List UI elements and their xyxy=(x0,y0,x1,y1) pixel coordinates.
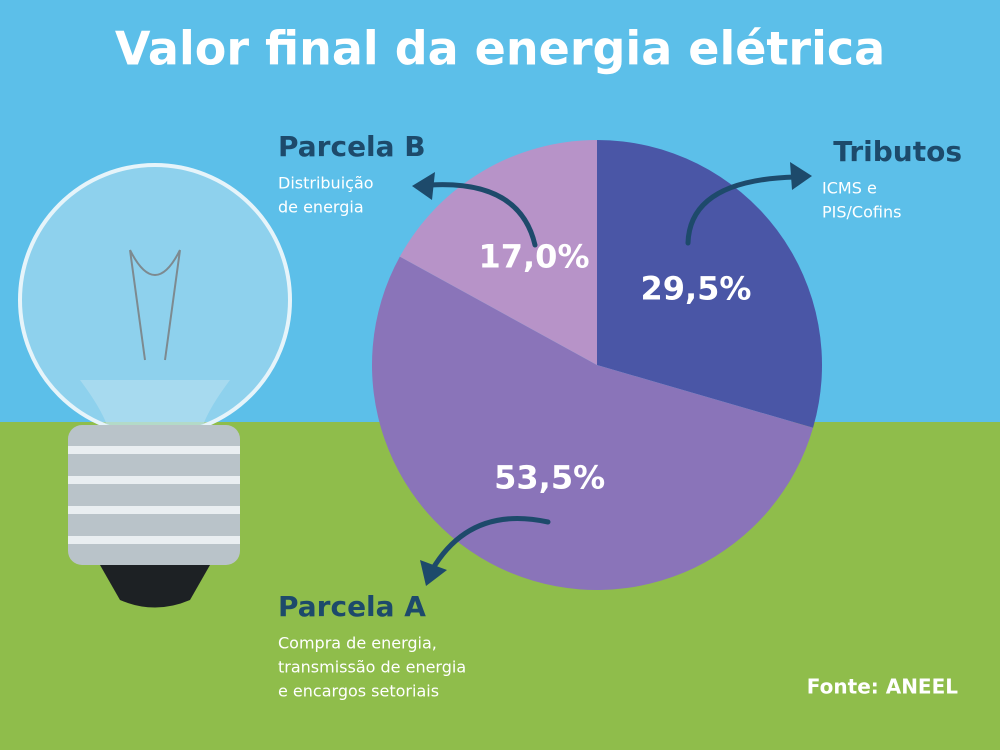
light-bulb xyxy=(18,163,292,608)
category-description: Distribuição xyxy=(278,174,374,193)
arrow-heads xyxy=(412,162,812,586)
category-description: ICMS e xyxy=(822,179,877,198)
category-label: Parcela A xyxy=(278,590,426,623)
pie-slice xyxy=(372,256,814,590)
value-label: 53,5% xyxy=(494,458,605,496)
category-description: Compra de energia, xyxy=(278,634,437,653)
pie-slice xyxy=(597,140,822,428)
value-label: 17,0% xyxy=(478,237,589,275)
arrows xyxy=(427,174,798,573)
category-description: de energia xyxy=(278,198,364,217)
category-description: PIS/Cofins xyxy=(822,203,901,222)
source: Fonte: ANEEL xyxy=(807,675,958,699)
category-description: transmissão de energia xyxy=(278,658,466,677)
pie xyxy=(372,139,822,590)
category-label: Tributos xyxy=(833,135,962,168)
chart-title: Valor final da energia elétrica xyxy=(115,22,885,76)
category-label: Parcela B xyxy=(278,130,426,163)
category-description: e encargos setoriais xyxy=(278,682,439,701)
value-label: 29,5% xyxy=(640,270,751,308)
pie-slice xyxy=(399,139,597,365)
